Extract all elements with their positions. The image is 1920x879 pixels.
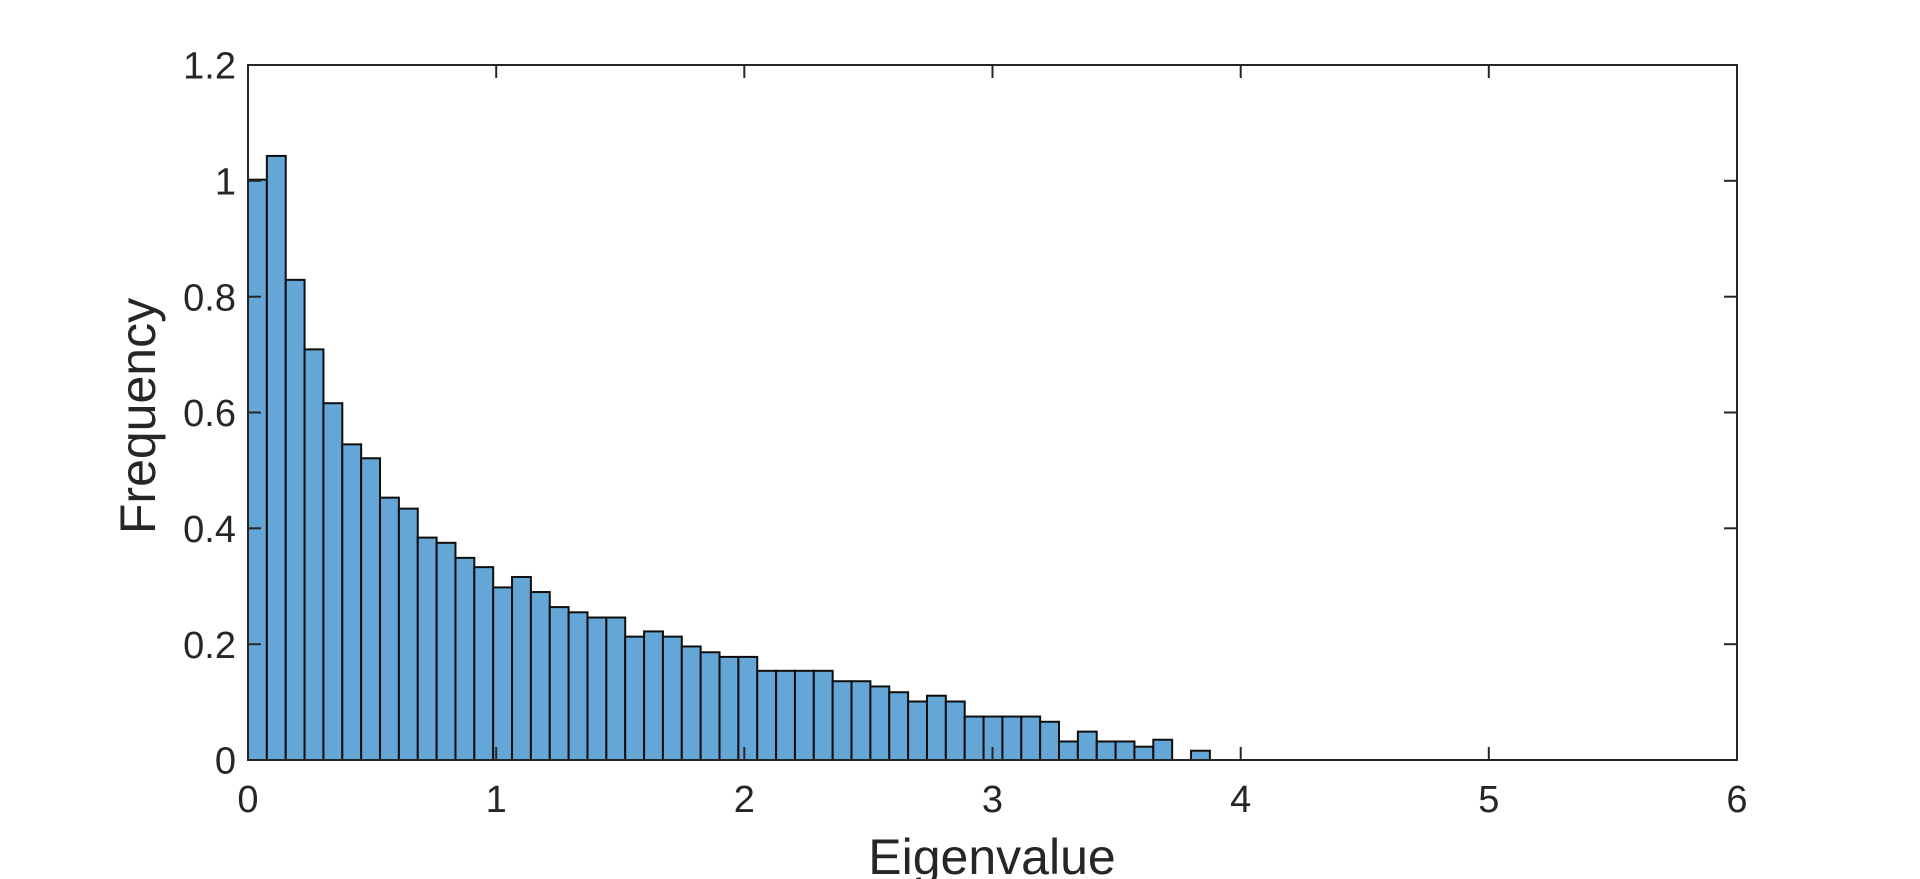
histogram-bar [869, 685, 891, 762]
histogram-bar [1133, 745, 1155, 761]
x-tick-label: 5 [1478, 779, 1499, 821]
x-tick-label: 3 [982, 779, 1003, 821]
histogram-bar [529, 591, 551, 761]
histogram-bar [737, 655, 759, 761]
histogram-bar [944, 700, 966, 761]
histogram-bar [718, 655, 740, 761]
histogram-bar [680, 645, 702, 761]
x-tick-label: 4 [1230, 779, 1251, 821]
histogram-bar [341, 443, 363, 761]
histogram-bar [1076, 730, 1098, 761]
histogram-bar [247, 178, 268, 762]
histogram-bar [1095, 740, 1117, 761]
y-tick-label: 0.4 [183, 509, 236, 551]
histogram-bar [492, 586, 514, 761]
histogram-bar [473, 566, 495, 762]
histogram-bar [1039, 720, 1061, 762]
histogram-bar [793, 669, 815, 761]
histogram-bar [397, 507, 419, 762]
histogram-bar [850, 680, 872, 761]
histogram-bar [699, 651, 721, 762]
y-tick-label: 0.8 [183, 277, 236, 319]
histogram-bar [360, 457, 382, 761]
histogram-bar [586, 616, 608, 762]
histogram-bar [756, 669, 778, 761]
histogram-bar [303, 348, 325, 761]
histogram-bar [888, 691, 910, 761]
y-tick-label: 1.2 [183, 46, 236, 88]
histogram-bar [907, 700, 928, 761]
histogram-bar [831, 680, 853, 761]
histogram-bar [775, 669, 796, 761]
histogram-bar [1001, 715, 1023, 761]
x-tick-label: 2 [734, 779, 755, 821]
y-tick-label: 0 [215, 741, 236, 783]
histogram-bar [379, 496, 400, 761]
histogram-bar [567, 611, 589, 761]
histogram-bar [812, 669, 834, 761]
histogram-bar [1114, 740, 1136, 761]
y-tick-label: 0.2 [183, 625, 236, 667]
x-axis-label: Eigenvalue [868, 829, 1116, 879]
histogram-bar [1020, 715, 1042, 761]
histogram-bar [624, 635, 646, 762]
x-tick-label: 0 [237, 779, 258, 821]
y-tick-label: 1 [215, 161, 236, 203]
y-tick-label: 0.6 [183, 393, 236, 435]
histogram-bar [454, 556, 476, 761]
histogram-bar [661, 635, 683, 762]
histogram-bar [416, 536, 438, 761]
x-tick-label: 6 [1726, 779, 1747, 821]
histogram-bar [963, 715, 985, 761]
histogram-bar [322, 402, 344, 761]
histogram-bar [643, 630, 664, 761]
histogram-bar [284, 278, 306, 761]
histogram-bar [511, 575, 532, 761]
histogram-bar [435, 541, 457, 761]
histogram-bar [925, 694, 947, 762]
histogram-bar [548, 606, 570, 761]
histogram-bar [1058, 740, 1079, 761]
histogram-bar [1190, 749, 1211, 761]
x-tick-label: 1 [486, 779, 507, 821]
y-axis-label: Frequency [110, 297, 166, 535]
histogram-bar [265, 154, 287, 761]
histogram-bar [605, 616, 627, 762]
histogram-bar [1152, 738, 1174, 761]
